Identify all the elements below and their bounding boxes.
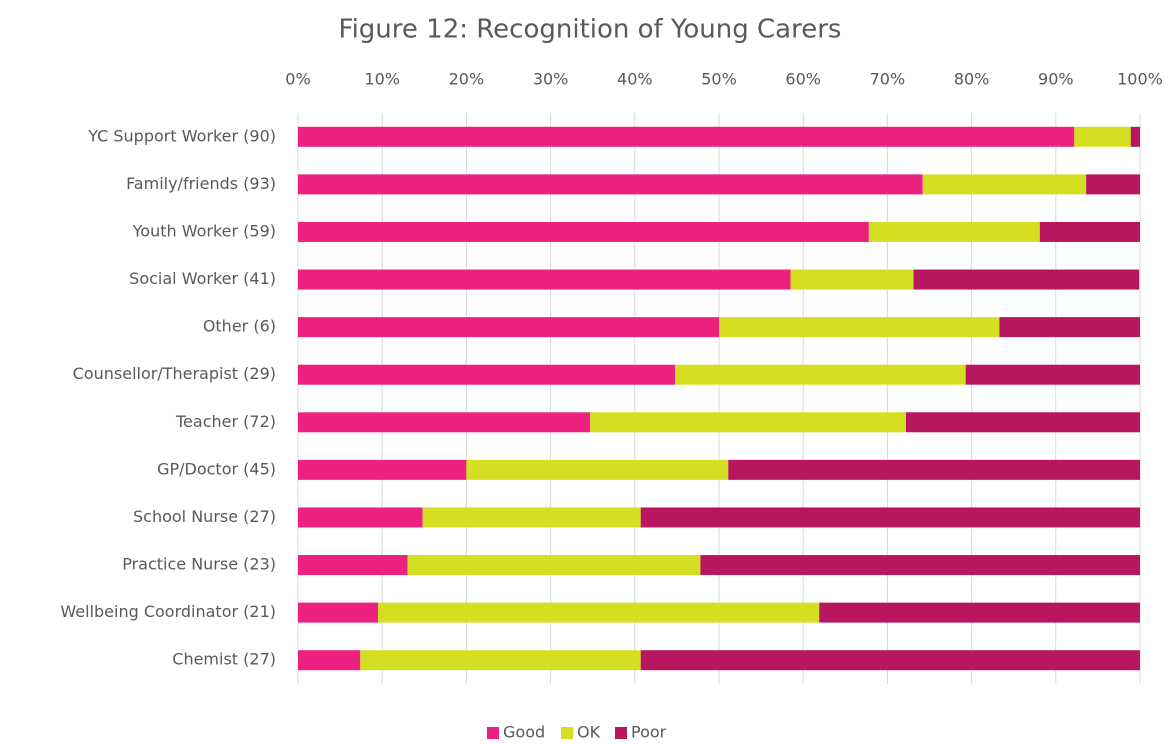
bar-segment bbox=[905, 412, 1140, 433]
y-tick-label: GP/Doctor (45) bbox=[157, 459, 276, 478]
bar-segment bbox=[1039, 221, 1140, 242]
x-tick-label: 70% bbox=[870, 70, 906, 89]
bar-segment bbox=[298, 174, 923, 195]
bar-segment bbox=[922, 174, 1087, 195]
bar-segment bbox=[377, 602, 820, 623]
x-tick-label: 90% bbox=[1038, 70, 1074, 89]
bar-segment bbox=[590, 412, 906, 433]
y-tick-label: Social Worker (41) bbox=[129, 269, 276, 288]
bar-segment bbox=[790, 269, 914, 290]
bar-segment bbox=[407, 555, 701, 576]
legend-swatch bbox=[487, 727, 499, 739]
bar-segment bbox=[298, 364, 676, 385]
bar-segment bbox=[700, 555, 1140, 576]
bar-segment bbox=[298, 507, 423, 528]
x-tick-label: 10% bbox=[364, 70, 400, 89]
bar-segment bbox=[819, 602, 1140, 623]
x-tick-label: 50% bbox=[701, 70, 737, 89]
legend-label: Poor bbox=[631, 723, 667, 742]
bar-segment bbox=[1086, 174, 1140, 195]
x-tick-label: 60% bbox=[785, 70, 821, 89]
x-tick-label: 100% bbox=[1117, 70, 1163, 89]
legend-label: OK bbox=[577, 723, 601, 742]
bar-segment bbox=[298, 412, 591, 433]
chart-title: Figure 12: Recognition of Young Carers bbox=[339, 15, 842, 45]
bar-segment bbox=[298, 602, 378, 623]
y-tick-label: Other (6) bbox=[203, 317, 276, 336]
x-tick-label: 20% bbox=[449, 70, 485, 89]
bar-segment bbox=[298, 555, 408, 576]
x-tick-label: 40% bbox=[617, 70, 653, 89]
bar-segment bbox=[422, 507, 641, 528]
bar-segment bbox=[719, 317, 1000, 338]
bar-segment bbox=[728, 459, 1140, 480]
bar-segment bbox=[298, 269, 791, 290]
y-tick-label: Practice Nurse (23) bbox=[122, 555, 276, 574]
bar-segment bbox=[965, 364, 1140, 385]
bar-segment bbox=[675, 364, 966, 385]
bar-segment bbox=[298, 317, 719, 338]
y-tick-label: Family/friends (93) bbox=[126, 174, 276, 193]
y-tick-label: Chemist (27) bbox=[172, 650, 276, 669]
y-tick-label: Counsellor/Therapist (29) bbox=[73, 364, 276, 383]
y-tick-label: YC Support Worker (90) bbox=[87, 126, 276, 145]
y-tick-label: School Nurse (27) bbox=[133, 507, 276, 526]
legend-label: Good bbox=[503, 723, 545, 742]
bar-segment bbox=[868, 221, 1040, 242]
bar-segment bbox=[640, 507, 1140, 528]
x-tick-label: 30% bbox=[533, 70, 569, 89]
y-tick-label: Youth Worker (59) bbox=[132, 221, 276, 240]
bar-segment bbox=[298, 650, 361, 671]
y-tick-label: Wellbeing Coordinator (21) bbox=[60, 602, 276, 621]
bar-segment bbox=[360, 650, 641, 671]
bar-segment bbox=[999, 317, 1140, 338]
bar-segment bbox=[1074, 126, 1131, 147]
legend-swatch bbox=[561, 727, 573, 739]
y-tick-label: Teacher (72) bbox=[175, 412, 276, 431]
bar-segment bbox=[1130, 126, 1140, 147]
x-tick-label: 80% bbox=[954, 70, 990, 89]
bar-segment bbox=[466, 459, 729, 480]
x-tick-label: 0% bbox=[285, 70, 310, 89]
bar-segment bbox=[913, 269, 1140, 290]
bar-segment bbox=[298, 126, 1075, 147]
bar-segment bbox=[298, 221, 869, 242]
legend-swatch bbox=[615, 727, 627, 739]
bar-segment bbox=[640, 650, 1140, 671]
bar-segment bbox=[298, 459, 467, 480]
